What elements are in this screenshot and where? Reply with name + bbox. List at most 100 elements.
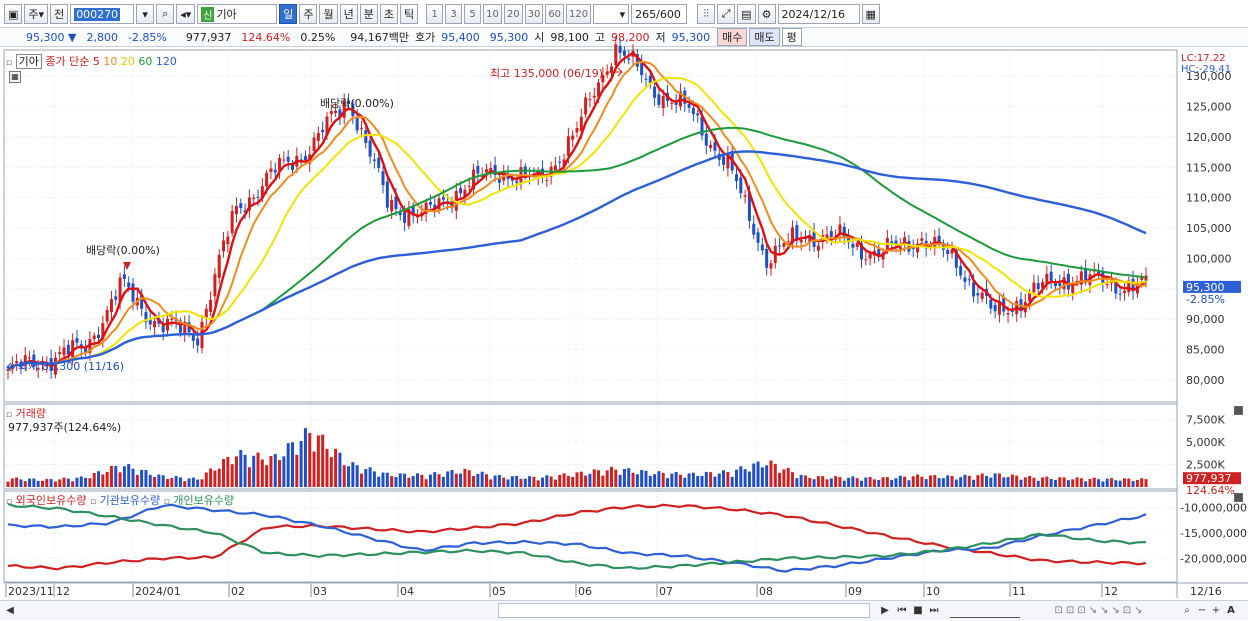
date-input[interactable]: 2024/12/16	[777, 4, 860, 24]
speaker-icon[interactable]: ◂▾	[176, 4, 196, 24]
zoom-in-icon[interactable]: +	[1211, 605, 1221, 616]
market-select[interactable]: 주 ▾	[24, 4, 49, 24]
volume-bar	[303, 428, 307, 487]
last-page-icon[interactable]: ⏭	[929, 605, 939, 616]
volume-bar	[222, 459, 226, 487]
period-second-button[interactable]: 초	[379, 4, 398, 24]
volume-bar	[726, 471, 730, 487]
volume-bar	[653, 474, 657, 487]
interval-3-button[interactable]: 3	[445, 4, 463, 24]
volume-bar	[799, 474, 803, 487]
candle-type-icon[interactable]: ⫶⫶	[697, 4, 716, 24]
interval-60-button[interactable]: 60	[545, 4, 565, 24]
volume-bar	[45, 478, 49, 487]
stock-legend[interactable]: 기아	[15, 54, 42, 69]
candle-body	[291, 164, 294, 170]
volume-bar	[433, 472, 437, 487]
candle-body	[855, 243, 859, 247]
candle-body	[515, 181, 519, 183]
chart-axes: 130,000125,000120,000115,000110,000105,0…	[4, 70, 1248, 598]
candle-body	[234, 205, 238, 215]
period-tick-button[interactable]: 틱	[399, 4, 419, 24]
volume-bar	[424, 479, 428, 487]
volume-bar	[234, 456, 238, 487]
volume-bar	[700, 475, 704, 487]
volume-bar	[713, 476, 717, 487]
candle-body	[97, 334, 101, 339]
volume-bar	[484, 474, 488, 487]
volume-bar	[648, 475, 652, 487]
grid-toggle-icon[interactable]: ▦	[9, 71, 21, 83]
interval-120-button[interactable]: 120	[566, 4, 592, 24]
interval-10-button[interactable]: 10	[483, 4, 502, 24]
scroll-left-icon[interactable]: ◀	[6, 605, 14, 616]
buy-button[interactable]: 매수	[717, 28, 748, 46]
zoom-search-icon[interactable]: ⌕	[1184, 605, 1190, 616]
volume-bar	[278, 460, 282, 487]
stock-code-input[interactable]: 000270	[70, 4, 135, 24]
candle-body	[575, 128, 579, 133]
candle-body	[62, 347, 66, 356]
stock-name-field[interactable]: 신 기아	[197, 4, 278, 24]
interval-30-button[interactable]: 30	[524, 4, 544, 24]
volume-bar	[860, 480, 863, 487]
chart-scrollbar[interactable]: ◀ ▶ ⏮ ■ ⏭ ⊡⊡⊡↘↘↘⊡↘ ⌕ − + A	[0, 600, 1248, 620]
volume-bar	[200, 479, 204, 487]
candle-body	[437, 198, 441, 210]
prev-button[interactable]: 전	[50, 4, 69, 24]
volume-bar	[381, 472, 385, 487]
volume-bar	[127, 464, 131, 487]
scroll-right-icon[interactable]: ▶	[881, 605, 889, 616]
volume-bar	[687, 473, 691, 487]
first-page-icon[interactable]: ⏮	[897, 605, 907, 616]
volume-bar	[105, 471, 109, 487]
period-week-button[interactable]: 주	[299, 4, 318, 24]
volume-bar	[325, 448, 329, 487]
candle-body	[497, 177, 501, 183]
scroll-thumb[interactable]	[498, 603, 870, 618]
drawing-tools-icon[interactable]: ⊡⊡⊡↘↘↘⊡↘	[1054, 605, 1146, 616]
interval-5-button[interactable]: 5	[464, 4, 482, 24]
volume-bar	[963, 474, 967, 487]
candle-body	[976, 293, 980, 296]
volume-bar	[868, 476, 872, 487]
volume-bar	[148, 474, 152, 487]
stop-icon[interactable]: ■	[913, 605, 923, 616]
interval-custom-input[interactable]: ▾	[593, 4, 630, 24]
credit-tag: 신	[201, 6, 215, 22]
candle-body	[247, 197, 251, 211]
candle-body	[84, 347, 88, 353]
x-tick-label: 06	[578, 585, 592, 598]
candle-body	[622, 50, 626, 56]
line-tool-icon[interactable]: ⤢	[717, 4, 736, 24]
layout-icon[interactable]: ▣	[4, 4, 23, 24]
volume-bar	[295, 454, 299, 487]
zoom-slider[interactable]	[950, 603, 1020, 618]
zoom-out-icon[interactable]: −	[1197, 605, 1207, 616]
sell-button[interactable]: 매도	[749, 28, 780, 46]
volume-close-icon[interactable]	[1234, 406, 1243, 415]
calendar-icon[interactable]: ▦	[861, 4, 880, 24]
data-count-field[interactable]: 265/600	[631, 4, 688, 24]
volume-bar	[291, 442, 294, 487]
settings-gear-icon[interactable]: ⚙	[757, 4, 776, 24]
volume-bar	[756, 461, 760, 487]
font-size-icon[interactable]: A	[1227, 605, 1235, 616]
save-icon[interactable]: ▤	[737, 4, 756, 24]
holder-close-icon[interactable]	[1234, 493, 1243, 502]
average-button[interactable]: 평	[781, 28, 802, 46]
interval-20-button[interactable]: 20	[503, 4, 523, 24]
interval-1-button[interactable]: 1	[426, 4, 444, 24]
period-month-button[interactable]: 월	[319, 4, 338, 24]
period-day-button[interactable]: 일	[279, 4, 298, 24]
candle-body	[614, 44, 618, 66]
hoga-label: 호가	[415, 31, 436, 44]
volume-bar	[239, 450, 243, 487]
volume-bar	[334, 448, 338, 487]
period-minute-button[interactable]: 분	[359, 4, 378, 24]
code-dropdown-icon[interactable]: ▾	[136, 4, 155, 24]
search-icon[interactable]: ⌕	[156, 4, 175, 24]
volume-bar	[411, 476, 415, 487]
volume-bar	[847, 477, 851, 487]
period-year-button[interactable]: 년	[339, 4, 358, 24]
